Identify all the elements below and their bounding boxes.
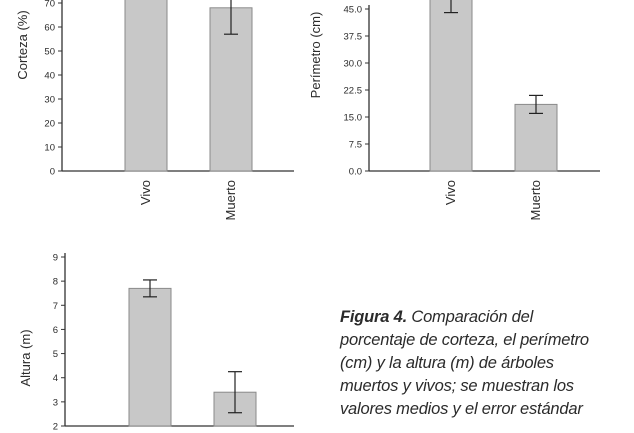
perimetro-y-tick-label: 37.5 <box>344 32 363 43</box>
corteza-y-tick-label: 40 <box>44 71 55 82</box>
altura-y-tick-label: 2 <box>53 422 58 433</box>
corteza-chart: 0 10 20 30 40 50 60 70 Corteza (%) Vivo Muerto <box>15 0 294 220</box>
perimetro-y-tick-label: 7.5 <box>349 140 362 151</box>
corteza-y-tick-label: 70 <box>44 0 55 10</box>
corteza-y-tick-label: 10 <box>44 143 55 154</box>
corteza-bar-vivo <box>124 0 168 172</box>
perimetro-y-tick-label: 45.0 <box>344 5 363 16</box>
corteza-y-axis-label: Corteza (%) <box>15 10 30 79</box>
corteza-y-tick-label: 20 <box>44 119 55 130</box>
altura-y-tick-label: 6 <box>53 325 58 336</box>
corteza-category-label: Muerto <box>223 180 238 220</box>
perimetro-y-tick-label: 22.5 <box>344 86 363 97</box>
perimetro-bar-vivo <box>429 0 473 172</box>
caption-label: Figura 4. <box>340 308 407 326</box>
perimetro-y-tick-label: 15.0 <box>344 113 363 124</box>
corteza-y-tick-label: 0 <box>50 167 55 178</box>
perimetro-category-label: Vivo <box>443 180 458 205</box>
caption-text: Comparación del porcentaje de corteza, e… <box>340 308 589 418</box>
corteza-y-tick-label: 60 <box>44 23 55 34</box>
altura-y-tick-label: 7 <box>53 301 58 312</box>
corteza-bar-muerto <box>209 7 253 172</box>
corteza-y-tick-label: 30 <box>44 95 55 106</box>
altura-y-tick-label: 4 <box>53 373 58 384</box>
perimetro-y-axis-label: Perímetro (cm) <box>308 12 323 99</box>
perimetro-chart: 0.0 7.5 15.0 22.5 30.0 37.5 45.0 Perímetro (cm)… <box>308 0 600 220</box>
altura-chart: 2 3 4 5 6 7 8 9 Altura (m) <box>18 253 294 433</box>
perimetro-category-label: Muerto <box>528 180 543 220</box>
altura-y-tick-label: 9 <box>53 253 58 264</box>
corteza-y-tick-label: 50 <box>44 47 55 58</box>
perimetro-bar-muerto <box>514 103 558 172</box>
corteza-category-label: Vivo <box>138 180 153 205</box>
altura-y-axis-label: Altura (m) <box>18 329 33 386</box>
altura-y-tick-label: 8 <box>53 277 58 288</box>
perimetro-y-tick-label: 0.0 <box>349 167 362 178</box>
altura-y-tick-label: 5 <box>53 349 58 360</box>
altura-y-tick-label: 3 <box>53 397 58 408</box>
perimetro-y-tick-label: 30.0 <box>344 59 363 70</box>
altura-bar-vivo <box>128 287 172 427</box>
figure-caption: Figura 4. Comparación del porcentaje de … <box>340 306 610 421</box>
